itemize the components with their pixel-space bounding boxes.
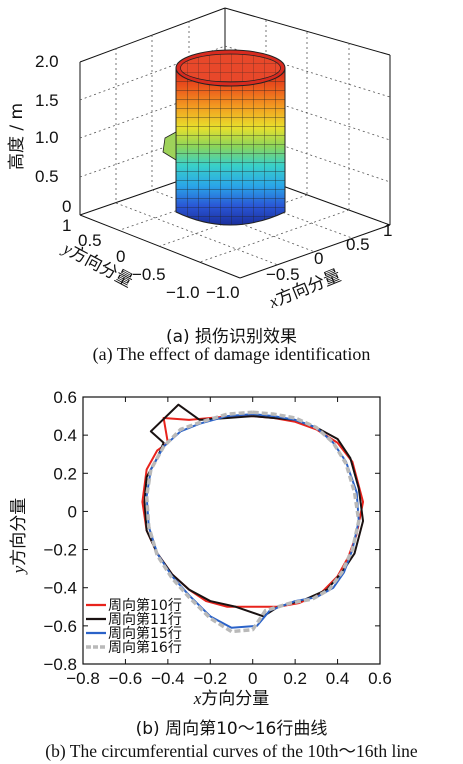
cylinder-surface	[162, 49, 286, 226]
y-tick-label: 0.6	[53, 388, 77, 407]
x-tick: −1.0	[206, 283, 240, 302]
y-tick-label: −0.4	[43, 579, 77, 598]
legend-entry: 周向第15行	[108, 625, 182, 642]
legend-entry: 周向第16行	[108, 639, 182, 656]
caption-a-en: (a) The effect of damage identification	[92, 344, 371, 364]
z-tick: 1.5	[35, 91, 59, 110]
x-tick-label: 0.2	[283, 669, 307, 688]
x-tick: 1	[383, 221, 392, 240]
z-tick: 1.0	[35, 128, 59, 147]
x-axis-label-b: x方向分量	[193, 689, 270, 709]
x-tick-label: 0	[248, 669, 257, 688]
x-tick: −0.5	[266, 265, 300, 284]
x-tick: 0.5	[346, 235, 370, 254]
x-tick-label: 0.4	[326, 669, 350, 688]
y-tick: 1	[62, 216, 71, 235]
plot-frame	[82, 396, 381, 665]
x-tick-label: 0.6	[368, 669, 392, 688]
z-axis-label: 高度 / m	[7, 103, 27, 170]
legend-entry: 周向第11行	[108, 611, 182, 628]
y-tick-label: −0.2	[43, 541, 77, 560]
z-tick: 2.0	[35, 52, 59, 71]
series-line	[144, 410, 361, 634]
y-tick-label: −0.8	[43, 655, 77, 674]
y-tick: −0.5	[132, 265, 166, 284]
z-tick: 0	[62, 197, 71, 216]
y-tick-labels-a: 1 0.5 0 −0.5 −1.0	[62, 216, 200, 302]
x-tick-label: −0.2	[194, 669, 228, 688]
series-line	[145, 413, 360, 629]
y-tick-label: 0.2	[53, 464, 77, 483]
chart-b-plot-area: −0.8 −0.6 −0.4 −0.2 0 0.2 0.4 0.6 0.6 0.4 0.2 0 −0.2…	[9, 388, 392, 709]
y-tick: 0.5	[78, 231, 102, 250]
series-line	[141, 415, 365, 608]
series-line	[143, 403, 365, 618]
x-tick: 0	[314, 249, 323, 268]
y-tick: −1.0	[166, 283, 200, 302]
y-tick: 0	[116, 247, 125, 266]
y-axis-label-b: y方向分量	[9, 498, 29, 576]
y-tick-label: −0.6	[43, 617, 77, 636]
figure-a-3d-plot: 2.0 1.5 1.0 0.5 0 高度 / m 1 0.5 0 −0.5 −1…	[7, 7, 392, 312]
caption-b-cn: (b) 周向第10～16行曲线	[135, 719, 328, 739]
legend-entry: 周向第10行	[108, 597, 182, 614]
caption-b-en: (b) The circumferential curves of the 10…	[45, 741, 418, 761]
z-tick: 0.5	[35, 167, 59, 186]
caption-a-cn: (a) 损伤识别效果	[165, 327, 298, 347]
x-tick-label: −0.6	[109, 669, 143, 688]
y-tick-label: 0	[68, 502, 77, 521]
z-tick-labels: 2.0 1.5 1.0 0.5 0	[35, 52, 71, 216]
x-tick-labels-a: −1.0 −0.5 0 0.5 1	[206, 221, 392, 302]
x-tick-label: −0.8	[66, 669, 100, 688]
x-tick-label: −0.4	[151, 669, 185, 688]
y-tick-label: 0.4	[53, 426, 77, 445]
